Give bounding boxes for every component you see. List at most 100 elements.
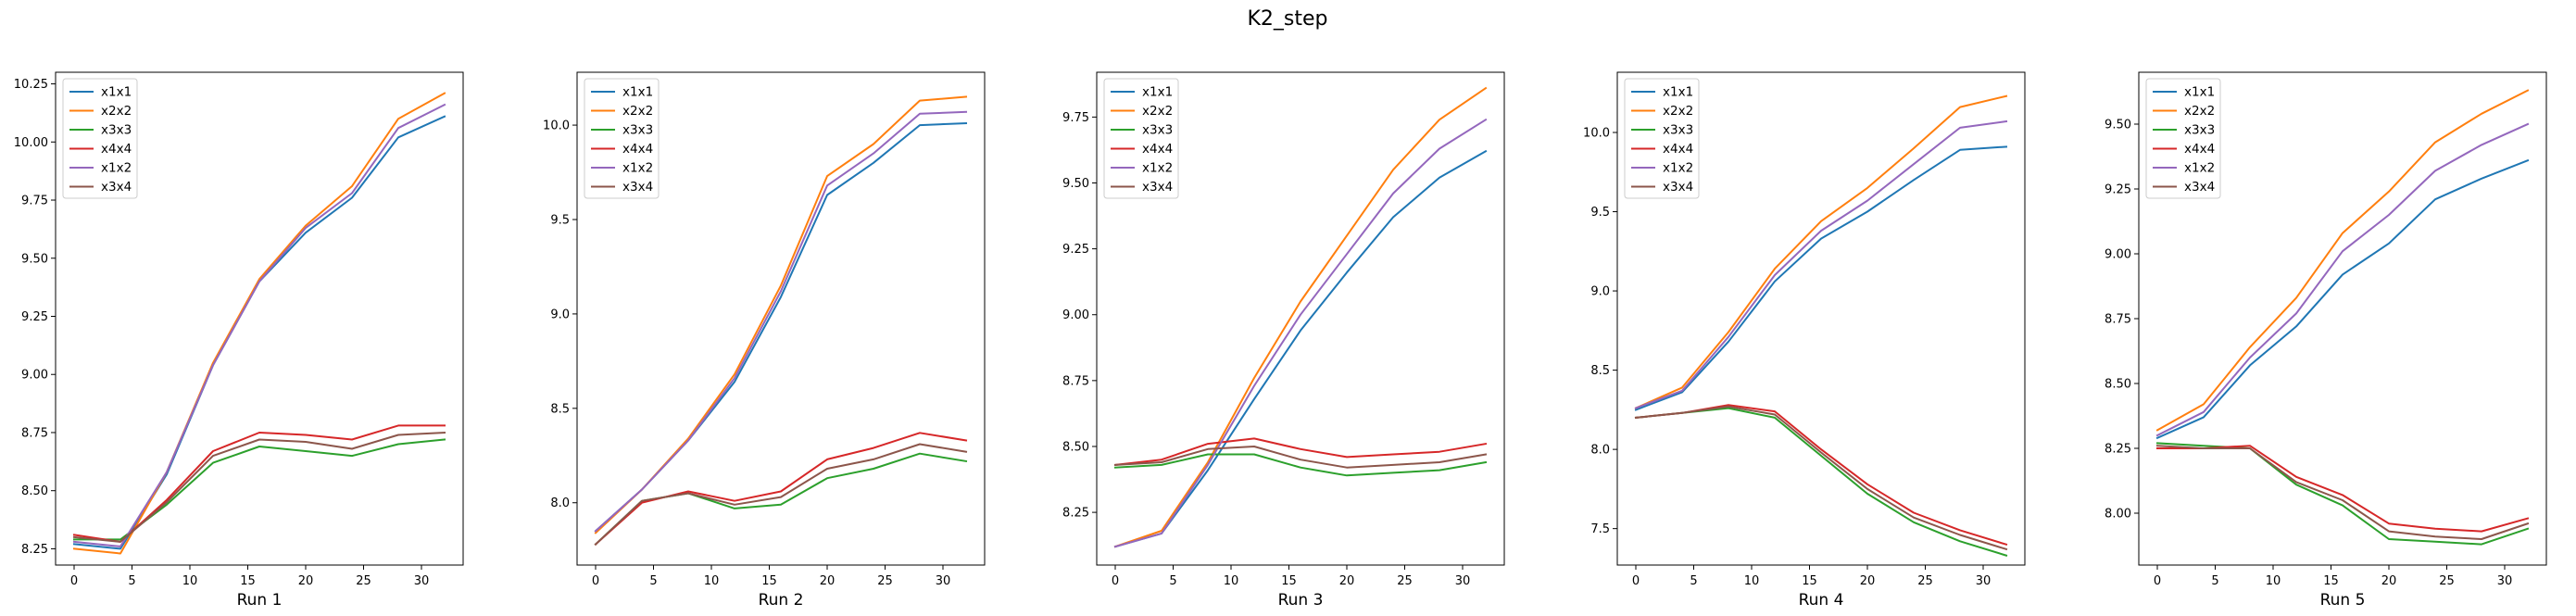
- legend-label-x2x2: x2x2: [1142, 104, 1173, 119]
- series-line-x3x4: [1634, 405, 2008, 551]
- y-tick-label: 10.0: [543, 119, 570, 133]
- x-tick-label: 30: [1976, 574, 1992, 588]
- y-tick-label: 8.75: [2105, 313, 2131, 327]
- y-tick-label: 8.75: [1062, 374, 1089, 388]
- y-tick-label: 9.00: [21, 369, 48, 383]
- x-tick-label: 25: [877, 574, 893, 588]
- y-tick-label: 9.5: [550, 213, 570, 227]
- y-tick-label: 8.25: [21, 543, 48, 557]
- legend-label-x1x2: x1x2: [1663, 161, 1693, 176]
- legend-label-x2x2: x2x2: [1663, 104, 1693, 119]
- legend-label-x4x4: x4x4: [1142, 142, 1173, 157]
- legend-label-x3x3: x3x3: [1142, 123, 1173, 138]
- series-line-x3x4: [72, 431, 446, 543]
- legend: x1x1 x2x2 x3x3 x4x4 x1x2 x3x4: [584, 78, 660, 199]
- x-tick-label: 20: [1860, 574, 1876, 588]
- legend: x1x1 x2x2 x3x3 x4x4 x1x2 x3x4: [2145, 78, 2221, 199]
- x-tick-label: 0: [2154, 574, 2161, 588]
- legend-label-x4x4: x4x4: [622, 142, 653, 157]
- legend-label-x3x3: x3x3: [1663, 123, 1693, 138]
- y-tick-label: 9.00: [2105, 248, 2131, 262]
- x-tick-label: 5: [1690, 574, 1697, 588]
- y-tick-label: 8.75: [21, 426, 48, 440]
- series-line-x3x4: [1113, 446, 1488, 469]
- series-line-x1x2: [594, 110, 968, 533]
- x-tick-label: 20: [1339, 574, 1355, 588]
- subplots: 0 5 10 15 20 25 308.258.508.759.009.259.509.75…: [14, 71, 2547, 610]
- y-tick-label: 9.50: [2105, 119, 2131, 132]
- y-tick-label: 7.5: [1590, 522, 1610, 536]
- subplot-5: 0 5 10 15 20 25 30 8.00 8.25 8.50 8.75 9.00 9.25 9.50…: [2105, 71, 2547, 610]
- subplot-1: 0 5 10 15 20 25 30 8.25 8.50 8.75 9.00 9.25 9.50 9.75…: [14, 71, 464, 610]
- axes-frame: [1096, 71, 1505, 566]
- axes-frame: [1616, 71, 2026, 566]
- x-tick-label: 0: [592, 574, 599, 588]
- x-tick-label: 5: [2211, 574, 2218, 588]
- axes-frame: [576, 71, 986, 566]
- legend: x1x1 x2x2 x3x3 x4x4 x1x2 x3x4: [62, 78, 138, 199]
- legend: x1x1 x2x2 x3x3 x4x4 x1x2 x3x4: [1103, 78, 1179, 199]
- y-tick-label: 10.0: [1583, 127, 1610, 141]
- series-line-x3x4: [2155, 445, 2530, 540]
- y-tick-label: 10.00: [14, 136, 48, 150]
- series-line-x2x2: [2155, 89, 2530, 432]
- legend-label-x1x1: x1x1: [2184, 85, 2215, 100]
- series-line-x1x2: [1634, 119, 2008, 409]
- legend-label-x4x4: x4x4: [2184, 142, 2215, 157]
- x-tick-label: 10: [182, 574, 198, 588]
- x-tick-label: 30: [1455, 574, 1471, 588]
- y-tick-label: 9.00: [1062, 308, 1089, 322]
- legend-label-x1x1: x1x1: [1663, 85, 1693, 100]
- x-tick-label: 20: [298, 574, 314, 588]
- x-tick-label: 0: [1632, 574, 1640, 588]
- legend-label-x3x4: x3x4: [622, 180, 653, 195]
- y-tick-label: 9.50: [1062, 177, 1089, 191]
- legend-label-x3x4: x3x4: [1663, 180, 1693, 195]
- legend-label-x1x1: x1x1: [622, 85, 653, 100]
- series-line-x1x2: [1113, 118, 1488, 548]
- legend-label-x1x2: x1x2: [1142, 161, 1173, 176]
- legend: x1x1 x2x2 x3x3 x4x4 x1x2 x3x4: [1624, 78, 1700, 199]
- x-tick-label: 30: [2497, 574, 2513, 588]
- legend-label-x3x3: x3x3: [622, 123, 653, 138]
- y-tick-label: 9.25: [1062, 243, 1089, 257]
- series-line-x4x4: [1113, 437, 1488, 467]
- x-tick-label: 5: [649, 574, 657, 588]
- legend-label-x4x4: x4x4: [101, 142, 132, 157]
- legend-label-x3x3: x3x3: [101, 123, 132, 138]
- y-tick-label: 8.50: [2105, 378, 2131, 392]
- x-tick-label: 0: [70, 574, 78, 588]
- y-tick-label: 9.50: [21, 252, 48, 266]
- series-line-x3x3: [1113, 453, 1488, 477]
- x-tick-label: 10: [1224, 574, 1239, 588]
- series-line-x1x2: [2155, 122, 2530, 437]
- x-tick-label: 15: [2323, 574, 2339, 588]
- y-tick-label: 8.25: [1062, 507, 1089, 521]
- legend-label-x1x2: x1x2: [2184, 161, 2215, 176]
- x-tick-label: 15: [1802, 574, 1817, 588]
- y-tick-label: 8.5: [550, 402, 570, 416]
- x-tick-label: 30: [414, 574, 430, 588]
- legend-label-x1x1: x1x1: [101, 85, 132, 100]
- y-tick-label: 8.50: [21, 484, 48, 498]
- series-line-x2x2: [72, 92, 446, 555]
- series-line-x2x2: [1113, 86, 1488, 548]
- subplot-2: 0 5 10 15 20 25 30 8.0 8.5 9.0 9.5 10.0 Run 2 x1x1 x2x…: [543, 71, 986, 610]
- x-tick-label: 0: [1112, 574, 1119, 588]
- legend-label-x1x2: x1x2: [101, 161, 132, 176]
- series-line-x2x2: [1634, 94, 2008, 409]
- x-tick-label: 25: [1917, 574, 1933, 588]
- subplot-4: 0 5 10 15 20 25 30 7.5 8.0 8.5 9.0 9.5 10.0 Run 4 x1x1…: [1583, 71, 2026, 610]
- y-tick-label: 8.25: [2105, 443, 2131, 457]
- legend-label-x3x4: x3x4: [1142, 180, 1173, 195]
- x-tick-label: 15: [240, 574, 256, 588]
- y-tick-label: 8.50: [1062, 440, 1089, 454]
- y-tick-label: 9.75: [1062, 111, 1089, 125]
- series-line-x1x1: [1634, 145, 2008, 411]
- y-tick-label: 8.0: [1590, 444, 1610, 458]
- axes-frame: [55, 71, 464, 566]
- x-tick-label: 15: [1281, 574, 1297, 588]
- x-tick-label: 25: [1397, 574, 1413, 588]
- y-tick-label: 9.75: [21, 195, 48, 208]
- series-line-x1x2: [72, 103, 446, 547]
